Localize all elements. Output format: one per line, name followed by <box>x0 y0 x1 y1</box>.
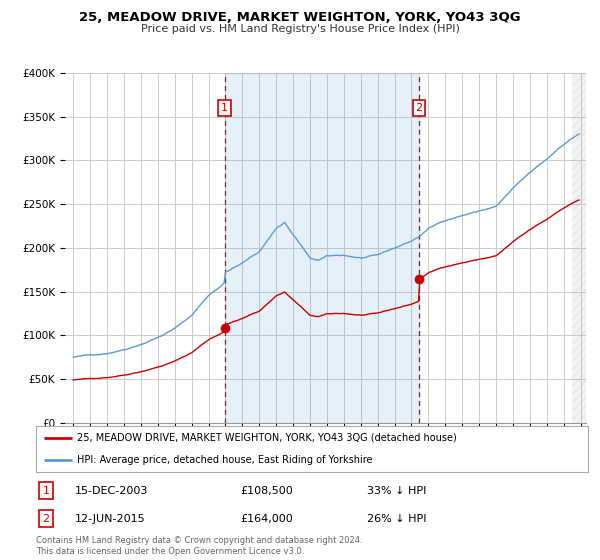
Text: £164,000: £164,000 <box>240 514 293 524</box>
Text: 1: 1 <box>43 486 49 496</box>
Text: 33% ↓ HPI: 33% ↓ HPI <box>367 486 427 496</box>
Text: HPI: Average price, detached house, East Riding of Yorkshire: HPI: Average price, detached house, East… <box>77 455 373 465</box>
Bar <box>572 73 586 423</box>
Text: 15-DEC-2003: 15-DEC-2003 <box>74 486 148 496</box>
Text: Contains HM Land Registry data © Crown copyright and database right 2024.
This d: Contains HM Land Registry data © Crown c… <box>36 536 362 556</box>
Text: 25, MEADOW DRIVE, MARKET WEIGHTON, YORK, YO43 3QG: 25, MEADOW DRIVE, MARKET WEIGHTON, YORK,… <box>79 11 521 24</box>
Text: 2: 2 <box>415 103 422 113</box>
Text: 2: 2 <box>43 514 49 524</box>
Text: £108,500: £108,500 <box>240 486 293 496</box>
Text: 25, MEADOW DRIVE, MARKET WEIGHTON, YORK, YO43 3QG (detached house): 25, MEADOW DRIVE, MARKET WEIGHTON, YORK,… <box>77 432 457 442</box>
Text: 1: 1 <box>221 103 228 113</box>
Bar <box>225 73 419 423</box>
Text: Price paid vs. HM Land Registry's House Price Index (HPI): Price paid vs. HM Land Registry's House … <box>140 24 460 34</box>
Text: 12-JUN-2015: 12-JUN-2015 <box>74 514 145 524</box>
Text: 26% ↓ HPI: 26% ↓ HPI <box>367 514 427 524</box>
